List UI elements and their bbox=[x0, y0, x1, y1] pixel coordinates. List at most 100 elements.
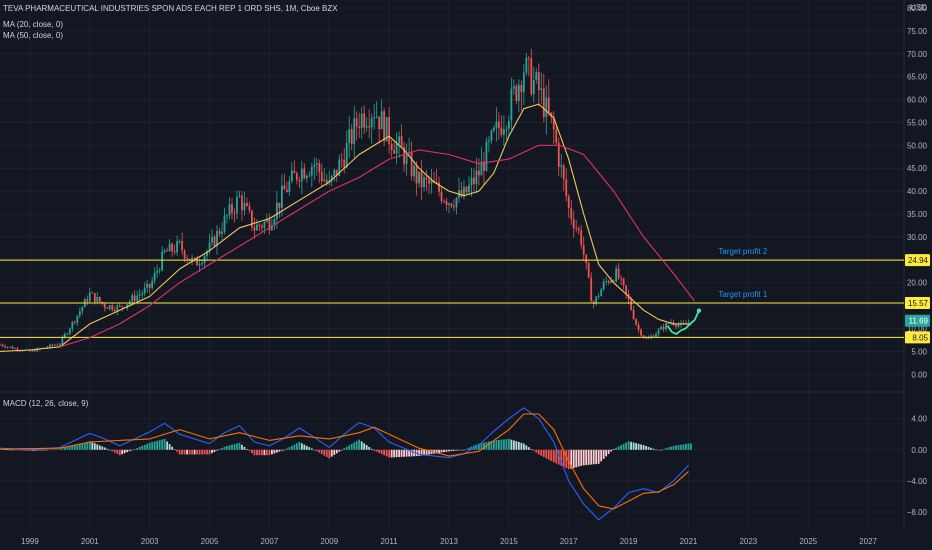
macd-histogram-bar bbox=[26, 449, 29, 451]
candle-body bbox=[308, 175, 311, 177]
candle-body bbox=[453, 206, 455, 208]
macd-histogram-bar bbox=[178, 449, 181, 455]
macd-histogram-bar bbox=[340, 449, 343, 451]
macd-histogram-bar bbox=[246, 449, 248, 450]
macd-histogram-bar bbox=[88, 441, 91, 450]
macd-histogram-bar bbox=[627, 441, 630, 450]
macd-histogram-bar bbox=[490, 440, 493, 450]
candle-body bbox=[470, 177, 473, 186]
macd-histogram-bar bbox=[315, 449, 318, 452]
macd-histogram-bar bbox=[6, 449, 9, 451]
candle-body bbox=[263, 221, 266, 228]
candle-body bbox=[118, 305, 121, 307]
macd-histogram-bar bbox=[530, 449, 533, 450]
macd-histogram-bar bbox=[345, 446, 348, 450]
macd-histogram-bar bbox=[572, 449, 575, 468]
macd-lines bbox=[0, 407, 689, 521]
macd-histogram-bar bbox=[113, 449, 116, 453]
macd-histogram-bar bbox=[488, 441, 490, 450]
candle-body bbox=[428, 179, 430, 184]
chart-title: TEVA PHARMACEUTICAL INDUSTRIES SPON ADS … bbox=[3, 4, 338, 13]
macd-histogram-bar bbox=[368, 446, 371, 450]
candle-body bbox=[251, 210, 253, 228]
candle-body bbox=[600, 289, 603, 297]
macd-histogram-bar bbox=[635, 443, 637, 450]
macd-histogram-bar bbox=[582, 449, 585, 466]
candle-body bbox=[161, 251, 164, 271]
candle-body bbox=[435, 182, 438, 184]
macd-histogram-bar bbox=[465, 448, 468, 450]
candle-body bbox=[507, 120, 510, 129]
candle-body bbox=[48, 344, 51, 348]
macd-histogram-bar bbox=[256, 449, 258, 456]
candle-body bbox=[280, 185, 283, 208]
macd-histogram-bar bbox=[360, 441, 363, 450]
price-tag-label: 8.05 bbox=[912, 333, 928, 342]
price-tick-label: 35.00 bbox=[907, 210, 928, 219]
macd-histogram-bar bbox=[562, 449, 565, 467]
macd-histogram-bar bbox=[428, 449, 430, 455]
macd-histogram-bar bbox=[495, 440, 498, 450]
macd-histogram-bar bbox=[567, 449, 570, 470]
macd-histogram-bar bbox=[218, 449, 221, 450]
candle-body bbox=[9, 346, 11, 348]
macd-histogram-bar bbox=[570, 449, 573, 469]
candle-body bbox=[91, 292, 94, 294]
macd-histogram-bar bbox=[208, 449, 211, 455]
candle-body bbox=[602, 281, 605, 290]
macd-histogram-bar bbox=[193, 449, 196, 455]
candle-body bbox=[6, 346, 9, 348]
macd-histogram-bar bbox=[19, 449, 21, 451]
macd-histogram-bar bbox=[71, 445, 74, 450]
macd-histogram-bar bbox=[34, 449, 36, 451]
candle-body bbox=[193, 258, 196, 260]
macd-histogram-bar bbox=[133, 449, 136, 450]
candle-body bbox=[323, 179, 326, 181]
candle-body bbox=[248, 205, 251, 211]
ma20-legend[interactable]: MA (20, close, 0) bbox=[3, 20, 64, 29]
projection-endpoint bbox=[696, 308, 702, 313]
candle-body bbox=[530, 58, 533, 95]
candle-body bbox=[153, 272, 156, 281]
price-tick-label: 30.00 bbox=[907, 233, 928, 242]
macd-histogram-bar bbox=[143, 444, 146, 450]
price-tick-label: 60.00 bbox=[907, 96, 928, 105]
candle-body bbox=[400, 136, 403, 148]
macd-histogram-bar bbox=[116, 449, 119, 454]
macd-histogram-bar bbox=[303, 444, 306, 450]
time-tick-label: 2009 bbox=[320, 537, 338, 546]
macd-histogram-bar bbox=[590, 449, 593, 465]
candle-body bbox=[552, 117, 555, 130]
macd-histogram-bar bbox=[378, 449, 381, 453]
macd-histogram-bar bbox=[438, 449, 440, 453]
macd-axis[interactable]: 4.00 0.00 −4.00 −8.00 bbox=[907, 415, 928, 517]
candle-body bbox=[283, 185, 286, 190]
time-axis[interactable]: 1999 2001 2003 2005 2007 2009 2011 2013 2015 2017… bbox=[21, 537, 877, 546]
candle-body bbox=[510, 88, 513, 121]
ma50-legend[interactable]: MA (50, close, 0) bbox=[3, 31, 64, 40]
macd-histogram-bar bbox=[161, 439, 164, 450]
macd-histogram-bar bbox=[470, 446, 473, 450]
candle-body bbox=[21, 350, 24, 352]
macd-histogram-bar bbox=[36, 449, 39, 451]
macd-histogram-bar bbox=[652, 448, 655, 450]
macd-histogram-bar bbox=[241, 444, 243, 450]
candle-body bbox=[378, 116, 381, 130]
macd-histogram-bar bbox=[423, 449, 425, 456]
macd-histogram-bar bbox=[545, 449, 548, 459]
macd-histogram-bar bbox=[460, 449, 463, 451]
macd-histogram-bar bbox=[475, 444, 478, 450]
macd-histogram-bar bbox=[557, 449, 560, 465]
macd-histogram-bar bbox=[66, 447, 69, 450]
macd-histogram-bar bbox=[650, 447, 652, 450]
macd-histogram-bar bbox=[76, 444, 79, 450]
macd-histogram-bar bbox=[203, 449, 206, 455]
candle-body bbox=[293, 170, 296, 174]
candle-body bbox=[156, 270, 159, 273]
macd-legend[interactable]: MACD (12, 26, close, 9) bbox=[3, 399, 89, 408]
macd-histogram-bar bbox=[463, 449, 465, 451]
candle-body bbox=[440, 191, 443, 202]
candle-body bbox=[617, 268, 620, 279]
price-tag-bg bbox=[905, 314, 930, 327]
